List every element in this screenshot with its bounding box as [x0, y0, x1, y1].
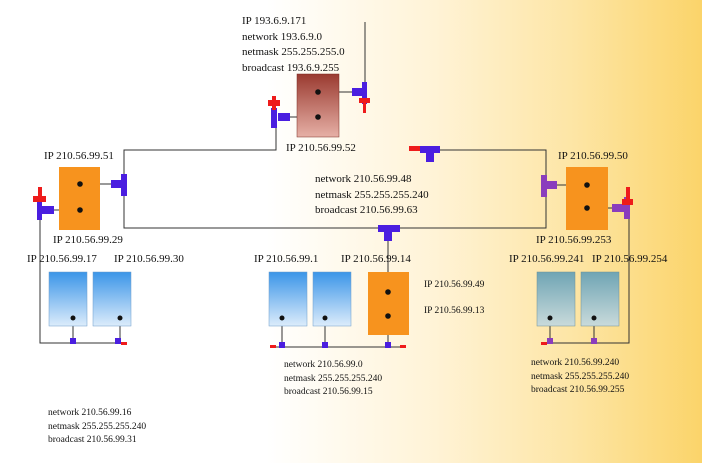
core-netmask: netmask 255.255.255.240 — [315, 188, 429, 201]
left-host-1-ip: IP 210.56.99.17 — [27, 253, 97, 265]
core-broadcast: broadcast 210.56.99.63 — [315, 204, 418, 216]
mid-lan-broadcast: broadcast 210.56.99.15 — [284, 387, 373, 397]
router-top-info: IP 193.6.9.171 network 193.6.9.0 netmask… — [242, 14, 345, 76]
router-right-port-core — [584, 182, 590, 188]
connector-right-lan — [612, 187, 633, 219]
host-left-2 — [92, 271, 132, 327]
router-mid-ip-right-2: IP 210.56.99.13 — [424, 306, 485, 316]
host-mid-1-port — [279, 315, 285, 321]
right-lan-info: network 210.56.99.240 netmask 255.255.25… — [531, 357, 629, 398]
wire-right-lan-bus — [545, 214, 630, 344]
router-right-port-lan — [584, 205, 590, 211]
host-mid-2 — [312, 271, 352, 327]
right-lan-netmask: netmask 255.255.255.240 — [531, 371, 630, 382]
host-left-1-port — [70, 315, 76, 321]
router-left-box — [59, 167, 100, 230]
host-left-2-port — [117, 315, 123, 321]
wire-core-bottom — [123, 190, 547, 229]
router-top-network: network 193.6.9.0 — [242, 30, 323, 43]
router-top — [296, 73, 340, 138]
terminator-right-lan — [541, 338, 597, 345]
router-mid-port-lan — [385, 313, 391, 319]
right-host-2-ip: IP 210.56.99.254 — [592, 253, 668, 265]
mid-lan-info: network 210.56.99.0 netmask 255.255.255.… — [284, 359, 382, 400]
host-right-2-port — [591, 315, 597, 321]
core-network: network 210.56.99.48 — [315, 173, 412, 185]
host-left-1 — [48, 271, 88, 327]
connector-right-core — [541, 175, 557, 197]
router-top-ip-bottom: IP 210.56.99.52 — [286, 142, 356, 154]
router-top-netmask: netmask 255.255.255.0 — [242, 46, 345, 58]
router-top-port-core — [315, 114, 321, 120]
left-lan-broadcast: broadcast 210.56.99.31 — [48, 435, 137, 445]
connector-left-core — [111, 174, 127, 196]
router-right-ip-bottom: IP 210.56.99.253 — [536, 234, 612, 246]
connector-left-lan — [33, 187, 54, 220]
router-top-port-uplink — [315, 89, 321, 95]
wire-core-top-left — [123, 121, 277, 181]
router-left-port-lan — [77, 207, 83, 213]
router-left-ip-top: IP 210.56.99.51 — [44, 150, 114, 162]
connector-core-mid — [378, 225, 400, 241]
router-left-port-core — [77, 181, 83, 187]
host-mid-1 — [268, 271, 308, 327]
wire-left-lan-bus — [39, 214, 125, 344]
left-host-2-ip: IP 210.56.99.30 — [114, 253, 184, 265]
host-right-2 — [580, 271, 620, 327]
router-mid-ip-right-1: IP 210.56.99.49 — [424, 280, 485, 290]
mid-host-1-ip: IP 210.56.99.1 — [254, 253, 319, 265]
right-lan-broadcast: broadcast 210.56.99.255 — [531, 385, 625, 395]
wire-core-right-top — [430, 149, 547, 182]
router-mid-ip-top: IP 210.56.99.14 — [341, 253, 411, 265]
left-lan-network: network 210.56.99.16 — [48, 408, 132, 418]
host-right-1-port — [547, 315, 553, 321]
right-lan-hosts — [536, 271, 620, 327]
terminator-mid-lan — [270, 342, 406, 348]
router-left-ip-bottom: IP 210.56.99.29 — [53, 234, 123, 246]
router-right-box — [566, 167, 608, 230]
connectors — [33, 82, 633, 348]
router-mid — [368, 272, 409, 335]
router-mid-port-core — [385, 289, 391, 295]
left-lan-info: network 210.56.99.16 netmask 255.255.255… — [48, 407, 146, 448]
right-host-1-ip: IP 210.56.99.241 — [509, 253, 585, 265]
mid-lan-hosts — [268, 271, 352, 327]
mid-lan-network: network 210.56.99.0 — [284, 360, 363, 370]
connector-top-core — [268, 96, 290, 128]
router-right-ip-top: IP 210.56.99.50 — [558, 150, 628, 162]
host-mid-2-port — [322, 315, 328, 321]
core-net-info: network 210.56.99.48 netmask 255.255.255… — [315, 172, 429, 219]
connector-core-top-right — [409, 146, 440, 162]
host-right-1 — [536, 271, 576, 327]
connector-top-uplink — [352, 82, 370, 113]
router-top-broadcast: broadcast 193.6.9.255 — [242, 61, 340, 74]
left-lan-netmask: netmask 255.255.255.240 — [48, 421, 147, 432]
right-lan-network: network 210.56.99.240 — [531, 358, 620, 368]
router-top-box — [296, 73, 340, 138]
router-top-ip: IP 193.6.9.171 — [242, 15, 307, 27]
router-right — [566, 167, 608, 230]
left-lan-hosts — [48, 271, 132, 327]
router-mid-box — [368, 272, 409, 335]
terminator-left-lan — [70, 338, 127, 345]
router-left — [59, 167, 100, 230]
mid-lan-netmask: netmask 255.255.255.240 — [284, 373, 383, 384]
